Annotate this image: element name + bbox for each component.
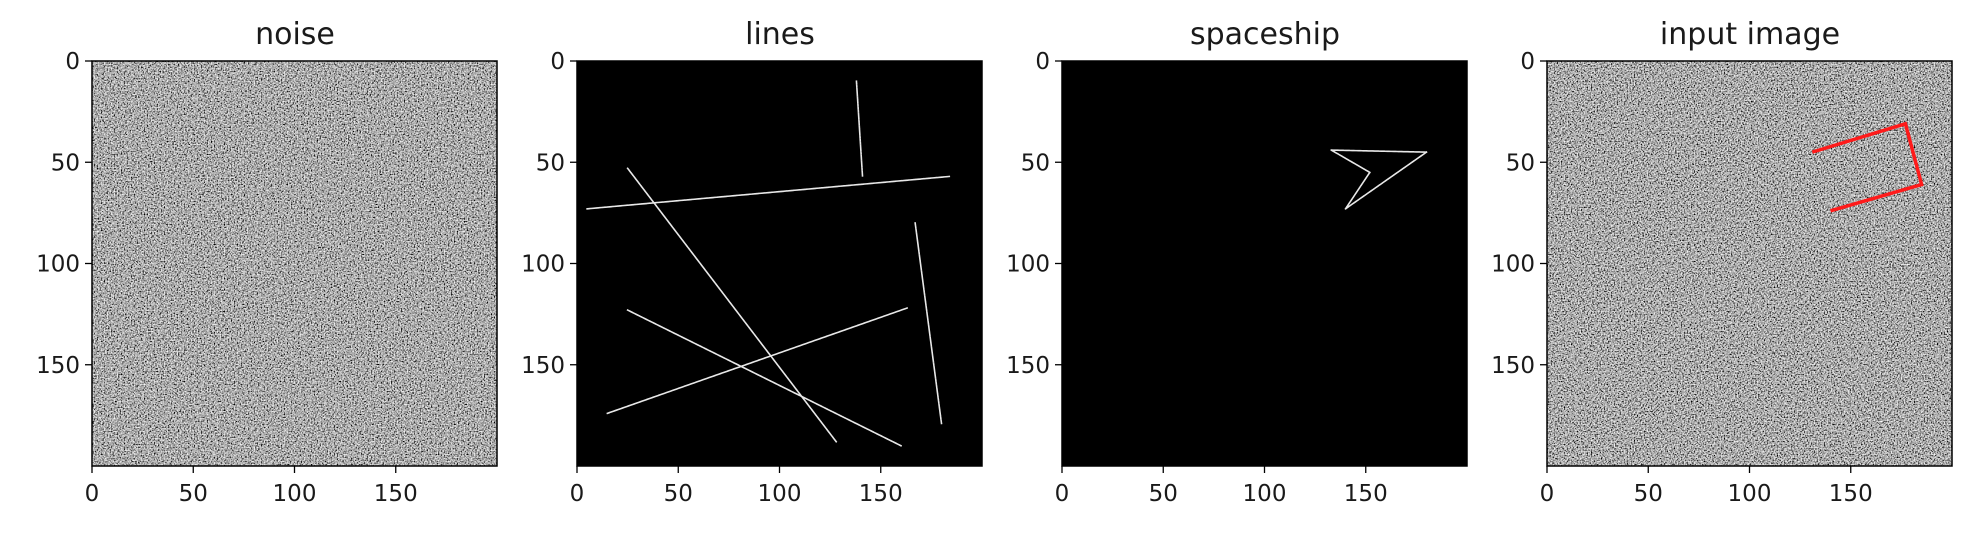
x-tick-label: 150 bbox=[1344, 481, 1388, 507]
x-tick-label: 100 bbox=[1243, 481, 1287, 507]
x-tick-label: 150 bbox=[859, 481, 903, 507]
panel-title: noise bbox=[255, 17, 335, 52]
y-tick-label: 100 bbox=[1006, 252, 1050, 278]
x-tick-label: 50 bbox=[179, 481, 208, 507]
line-segment bbox=[1330, 149, 1428, 153]
line-segment bbox=[606, 307, 909, 415]
y-tick-label: 150 bbox=[521, 353, 565, 379]
y-tick-label: 100 bbox=[521, 252, 565, 278]
y-tick-label: 100 bbox=[36, 252, 80, 278]
overlay-outline bbox=[1811, 121, 1924, 213]
x-ticks: 0 50 100 150 bbox=[85, 466, 418, 507]
panel-spaceship: spaceship 0 50 100 150 0 50 100 150 bbox=[1006, 17, 1468, 507]
line-segment bbox=[914, 222, 943, 425]
y-ticks: 0 50 100 150 bbox=[36, 49, 92, 379]
line-segment bbox=[855, 80, 864, 178]
panel-input-image: input image 0 50 100 150 0 50 100 150 bbox=[1491, 17, 1953, 507]
panel-title: lines bbox=[745, 17, 815, 52]
x-tick-label: 50 bbox=[1149, 481, 1178, 507]
y-tick-label: 0 bbox=[1035, 49, 1050, 75]
y-tick-label: 0 bbox=[65, 49, 80, 75]
line-segment bbox=[626, 309, 903, 447]
panel-noise: noise 0 50 100 150 0 50 100 150 bbox=[36, 17, 498, 507]
y-tick-label: 150 bbox=[1006, 353, 1050, 379]
line-segment bbox=[586, 175, 951, 210]
image-background bbox=[577, 61, 982, 466]
y-tick-label: 0 bbox=[550, 49, 565, 75]
image-area bbox=[1061, 60, 1468, 467]
x-tick-label: 50 bbox=[664, 481, 693, 507]
panel-title: spaceship bbox=[1190, 17, 1340, 52]
image-area bbox=[1546, 60, 1953, 467]
x-ticks: 0 50 100 150 bbox=[570, 466, 903, 507]
y-tick-label: 150 bbox=[36, 353, 80, 379]
x-tick-label: 150 bbox=[1829, 481, 1873, 507]
y-ticks: 0 50 100 150 bbox=[521, 49, 577, 379]
x-tick-label: 50 bbox=[1634, 481, 1663, 507]
y-tick-label: 150 bbox=[1491, 353, 1535, 379]
x-ticks: 0 50 100 150 bbox=[1055, 466, 1388, 507]
x-tick-label: 100 bbox=[758, 481, 802, 507]
y-tick-label: 0 bbox=[1520, 49, 1535, 75]
image-background bbox=[1062, 61, 1467, 466]
y-tick-label: 50 bbox=[51, 150, 80, 176]
x-tick-label: 100 bbox=[1728, 481, 1772, 507]
y-tick-label: 50 bbox=[536, 150, 565, 176]
image-area bbox=[91, 60, 498, 467]
x-tick-label: 0 bbox=[1055, 481, 1070, 507]
y-ticks: 0 50 100 150 bbox=[1006, 49, 1062, 379]
x-tick-label: 0 bbox=[85, 481, 100, 507]
x-tick-label: 150 bbox=[374, 481, 418, 507]
x-ticks: 0 50 100 150 bbox=[1540, 466, 1873, 507]
panel-title: input image bbox=[1660, 17, 1840, 52]
x-tick-label: 0 bbox=[1540, 481, 1555, 507]
noise-texture bbox=[92, 61, 497, 466]
panel-lines: lines 0 50 100 150 0 50 100 150 bbox=[521, 17, 983, 507]
line-segment bbox=[1344, 151, 1428, 210]
image-area bbox=[576, 60, 983, 467]
y-tick-label: 50 bbox=[1506, 150, 1535, 176]
line-segment bbox=[1330, 149, 1371, 174]
y-ticks: 0 50 100 150 bbox=[1491, 49, 1547, 379]
y-tick-label: 50 bbox=[1021, 150, 1050, 176]
y-tick-label: 100 bbox=[1491, 252, 1535, 278]
x-tick-label: 0 bbox=[570, 481, 585, 507]
line-segment bbox=[1344, 171, 1371, 210]
noise-texture bbox=[1547, 61, 1952, 466]
x-tick-label: 100 bbox=[273, 481, 317, 507]
